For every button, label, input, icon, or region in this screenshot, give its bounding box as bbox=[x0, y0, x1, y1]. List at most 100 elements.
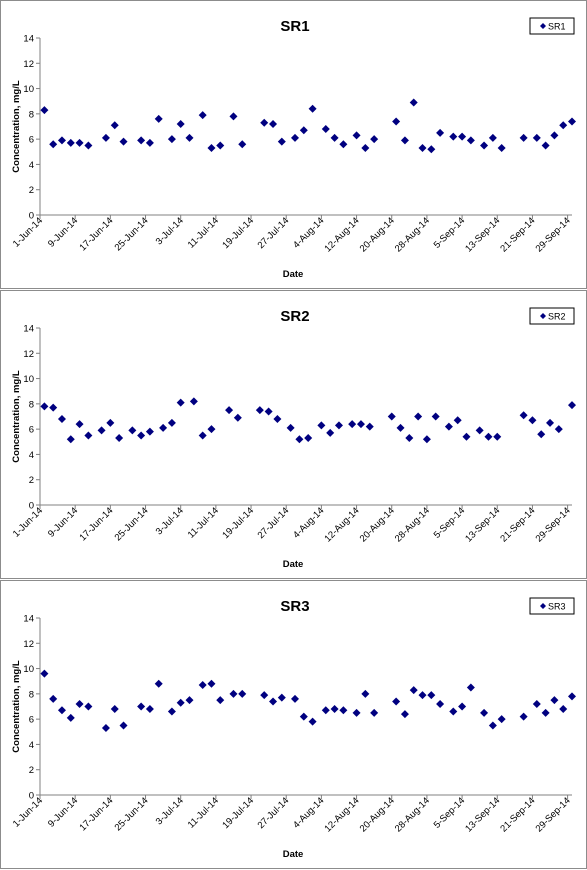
data-point bbox=[414, 412, 423, 421]
data-point bbox=[488, 721, 497, 730]
data-point bbox=[110, 121, 119, 130]
data-point bbox=[484, 432, 493, 441]
x-tick-label: 20-Aug-14 bbox=[358, 505, 397, 544]
data-point bbox=[352, 131, 361, 140]
data-point bbox=[519, 133, 528, 142]
data-point bbox=[238, 689, 247, 698]
legend-marker-diamond bbox=[540, 603, 546, 609]
y-tick-label: 12 bbox=[23, 639, 34, 650]
data-point bbox=[392, 117, 401, 126]
y-tick-label: 4 bbox=[29, 160, 34, 171]
data-point bbox=[497, 143, 506, 152]
data-point bbox=[361, 143, 370, 152]
data-point bbox=[422, 435, 431, 444]
data-point bbox=[365, 422, 374, 431]
data-point bbox=[269, 697, 278, 706]
x-tick-label: 20-Aug-14 bbox=[358, 215, 397, 254]
data-point bbox=[541, 141, 550, 150]
x-tick-label: 3-Jul-14 bbox=[154, 215, 186, 247]
data-point bbox=[559, 121, 568, 130]
x-tick-label: 29-Sep-14 bbox=[534, 215, 573, 254]
data-point bbox=[458, 702, 467, 711]
data-point bbox=[137, 702, 146, 711]
data-point bbox=[101, 133, 110, 142]
chart-title: SR2 bbox=[280, 308, 309, 325]
data-point bbox=[339, 140, 348, 149]
data-point bbox=[405, 433, 414, 442]
data-point bbox=[537, 430, 546, 439]
data-point bbox=[49, 140, 58, 149]
data-point bbox=[176, 698, 185, 707]
data-point bbox=[550, 131, 559, 140]
x-tick-label: 9-Jun-14 bbox=[46, 505, 80, 539]
data-point bbox=[154, 114, 163, 123]
x-tick-label: 4-Aug-14 bbox=[291, 505, 326, 540]
data-point bbox=[541, 708, 550, 717]
data-point bbox=[273, 415, 282, 424]
x-tick-label: 13-Sep-14 bbox=[463, 505, 502, 544]
data-point bbox=[400, 136, 409, 145]
data-point bbox=[154, 679, 163, 688]
y-tick-label: 14 bbox=[23, 614, 34, 625]
x-tick-label: 28-Aug-14 bbox=[393, 215, 432, 254]
data-point bbox=[216, 696, 225, 705]
data-point bbox=[269, 119, 278, 128]
legend-box bbox=[529, 597, 575, 615]
data-point bbox=[568, 401, 576, 410]
data-point bbox=[480, 708, 489, 717]
x-tick-label: 4-Aug-14 bbox=[291, 795, 326, 830]
data-point bbox=[106, 418, 115, 427]
data-point bbox=[185, 696, 194, 705]
data-point bbox=[75, 699, 84, 708]
data-point bbox=[75, 138, 84, 147]
x-tick-label: 21-Sep-14 bbox=[498, 215, 537, 254]
data-point bbox=[75, 420, 84, 429]
data-point bbox=[198, 111, 207, 120]
x-tick-label: 5-Sep-14 bbox=[432, 215, 467, 250]
x-tick-label: 9-Jun-14 bbox=[46, 795, 80, 829]
data-point bbox=[145, 138, 154, 147]
data-point bbox=[436, 699, 445, 708]
legend-marker-diamond bbox=[540, 313, 546, 319]
data-point bbox=[339, 706, 348, 715]
y-tick-label: 8 bbox=[29, 689, 34, 700]
data-point bbox=[409, 98, 418, 107]
legend-label: SR3 bbox=[548, 602, 566, 612]
data-point bbox=[370, 708, 379, 717]
x-tick-label: 3-Jul-14 bbox=[154, 505, 186, 537]
y-axis-title: Concentration, mg/L bbox=[11, 370, 22, 463]
data-point bbox=[427, 145, 436, 154]
data-point bbox=[233, 413, 242, 422]
y-tick-label: 10 bbox=[23, 374, 34, 385]
y-tick-label: 10 bbox=[23, 664, 34, 675]
data-point bbox=[286, 423, 295, 432]
data-point bbox=[532, 133, 541, 142]
x-tick-label: 12-Aug-14 bbox=[323, 215, 362, 254]
data-point bbox=[66, 435, 75, 444]
data-point bbox=[159, 423, 168, 432]
data-point bbox=[458, 132, 467, 141]
y-axis-title: Concentration, mg/L bbox=[11, 80, 22, 173]
data-point bbox=[167, 707, 176, 716]
data-point bbox=[348, 420, 357, 429]
data-point bbox=[207, 425, 216, 434]
data-point bbox=[207, 679, 216, 688]
x-tick-label: 27-Jul-14 bbox=[256, 215, 292, 251]
x-tick-label: 19-Jul-14 bbox=[220, 505, 256, 541]
data-point bbox=[453, 416, 462, 425]
data-point bbox=[40, 402, 49, 411]
data-point bbox=[449, 132, 458, 141]
data-point bbox=[176, 119, 185, 128]
data-point bbox=[291, 133, 300, 142]
legend-label: SR2 bbox=[548, 312, 566, 322]
data-point bbox=[49, 403, 58, 412]
data-point bbox=[115, 433, 124, 442]
x-tick-label: 28-Aug-14 bbox=[393, 795, 432, 834]
data-point bbox=[308, 104, 317, 113]
data-point bbox=[189, 397, 198, 406]
data-point bbox=[519, 411, 528, 420]
y-tick-label: 12 bbox=[23, 349, 34, 360]
data-point bbox=[84, 141, 93, 150]
